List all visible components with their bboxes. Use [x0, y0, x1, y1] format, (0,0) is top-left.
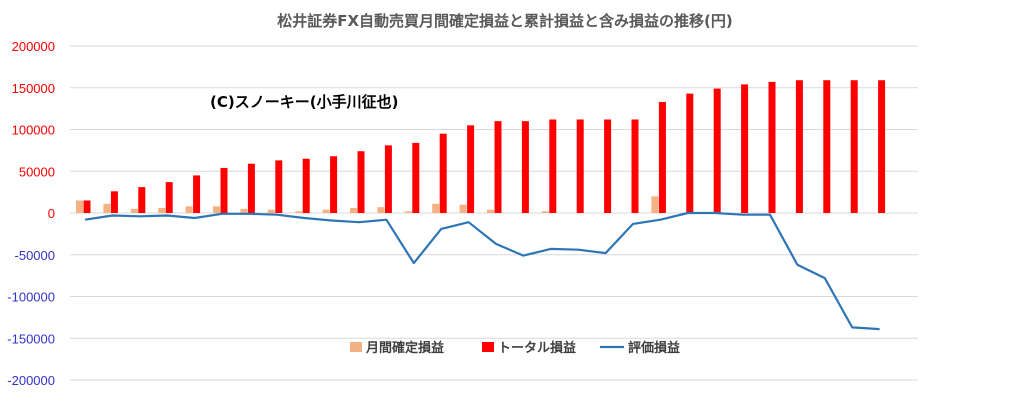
- bar-total: [165, 182, 173, 213]
- legend-swatch: [482, 342, 494, 352]
- bar-total: [138, 187, 146, 213]
- bar-total: [549, 119, 557, 213]
- bar-total: [83, 200, 91, 213]
- bar-total: [193, 175, 201, 213]
- bar-monthly: [459, 204, 467, 213]
- bar-monthly: [158, 207, 166, 213]
- bar-total: [878, 80, 886, 213]
- legend-swatch: [350, 342, 362, 352]
- legend-label: 月間確定損益: [365, 340, 444, 356]
- bar-total: [631, 119, 639, 213]
- y-tick-label: -100000: [7, 290, 55, 305]
- y-tick-label: 200000: [12, 39, 55, 54]
- bar-monthly: [432, 203, 440, 213]
- bar-monthly: [76, 200, 83, 213]
- bar-monthly: [130, 208, 138, 213]
- bar-total: [467, 125, 475, 213]
- bar-series: [76, 80, 886, 213]
- bar-total: [494, 121, 502, 213]
- bar-total: [521, 121, 529, 213]
- y-tick-label: 100000: [12, 123, 55, 138]
- bar-monthly: [240, 208, 248, 213]
- bar-monthly: [404, 211, 412, 213]
- bar-total: [220, 167, 228, 213]
- bar-total: [823, 80, 831, 213]
- bar-total: [439, 133, 447, 213]
- bar-total: [302, 158, 310, 213]
- bar-monthly: [350, 207, 357, 213]
- y-tick-label: 150000: [12, 81, 55, 96]
- legend-label: トータル損益: [498, 340, 576, 356]
- y-tick-label: -200000: [7, 373, 55, 388]
- y-tick-label: -50000: [15, 248, 55, 263]
- bar-monthly: [185, 206, 193, 213]
- bar-total: [384, 145, 392, 213]
- bar-total: [768, 81, 776, 213]
- bar-total: [795, 80, 803, 213]
- bar-monthly: [541, 211, 549, 213]
- y-axis: 200000 150000 100000 50000 0 -50000 -100000 -15…: [7, 39, 55, 388]
- bar-total: [604, 119, 612, 213]
- bar-total: [686, 93, 694, 213]
- y-tick-label: 0: [48, 206, 55, 221]
- bar-total: [741, 84, 749, 213]
- bar-total: [658, 101, 666, 213]
- bar-monthly: [103, 203, 111, 213]
- bar-total: [110, 191, 118, 213]
- chart-annotation: (C)スノーキー(小手川征也): [210, 93, 398, 111]
- legend-label: 評価損益: [628, 340, 680, 356]
- bar-monthly: [295, 211, 303, 213]
- legend: 月間確定損益 トータル損益 評価損益: [350, 340, 680, 356]
- bar-total: [713, 88, 721, 213]
- bar-total: [275, 160, 283, 213]
- bar-monthly: [213, 206, 220, 213]
- line-series: [84, 211, 880, 331]
- bar-monthly: [487, 209, 494, 213]
- bar-total: [330, 156, 338, 213]
- y-tick-label: 50000: [19, 164, 55, 179]
- bar-monthly: [377, 207, 385, 213]
- bar-monthly: [651, 196, 659, 213]
- line-hyoka: [84, 211, 880, 331]
- bar-monthly: [322, 209, 330, 213]
- bar-total: [247, 163, 255, 213]
- y-tick-label: -150000: [7, 331, 55, 346]
- bar-total: [412, 142, 420, 213]
- chart-title: 松井証券FX自動売買月間確定損益と累計損益と含み損益の推移(円): [277, 12, 733, 30]
- bar-monthly: [267, 209, 275, 213]
- bar-total: [576, 119, 584, 213]
- bar-total: [357, 151, 365, 213]
- bar-total: [850, 80, 858, 213]
